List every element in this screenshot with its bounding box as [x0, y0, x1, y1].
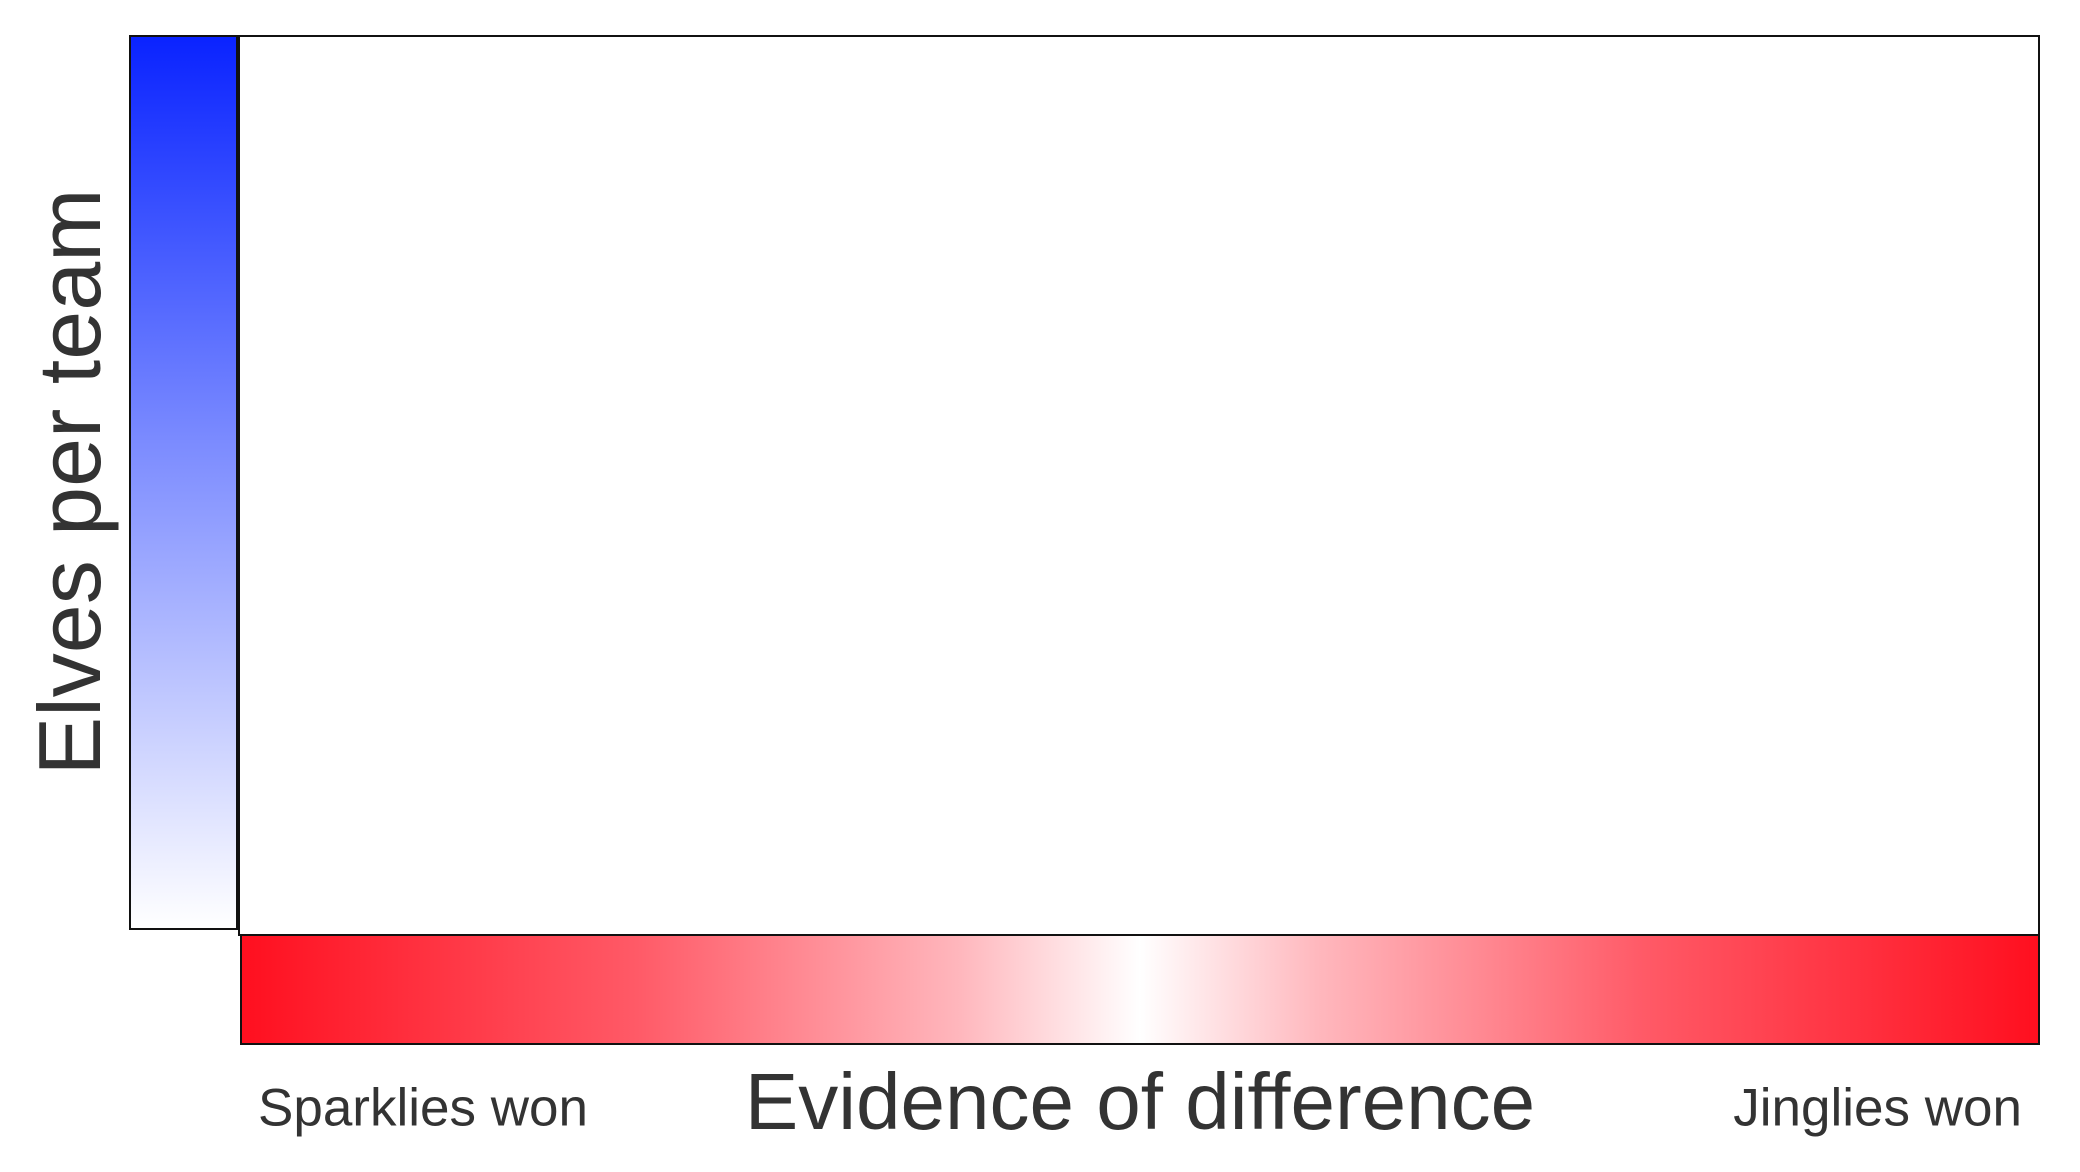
x-axis-left-end-label: Sparklies won — [258, 1078, 588, 1138]
plot-area — [238, 35, 2040, 936]
y-axis-label: Elves per team — [20, 188, 119, 776]
x-axis-gradient-bar — [240, 934, 2040, 1045]
y-axis-gradient-bar — [129, 35, 238, 930]
x-axis-right-end-label: Jinglies won — [1733, 1078, 2022, 1138]
x-axis-label: Evidence of difference — [744, 1057, 1536, 1146]
